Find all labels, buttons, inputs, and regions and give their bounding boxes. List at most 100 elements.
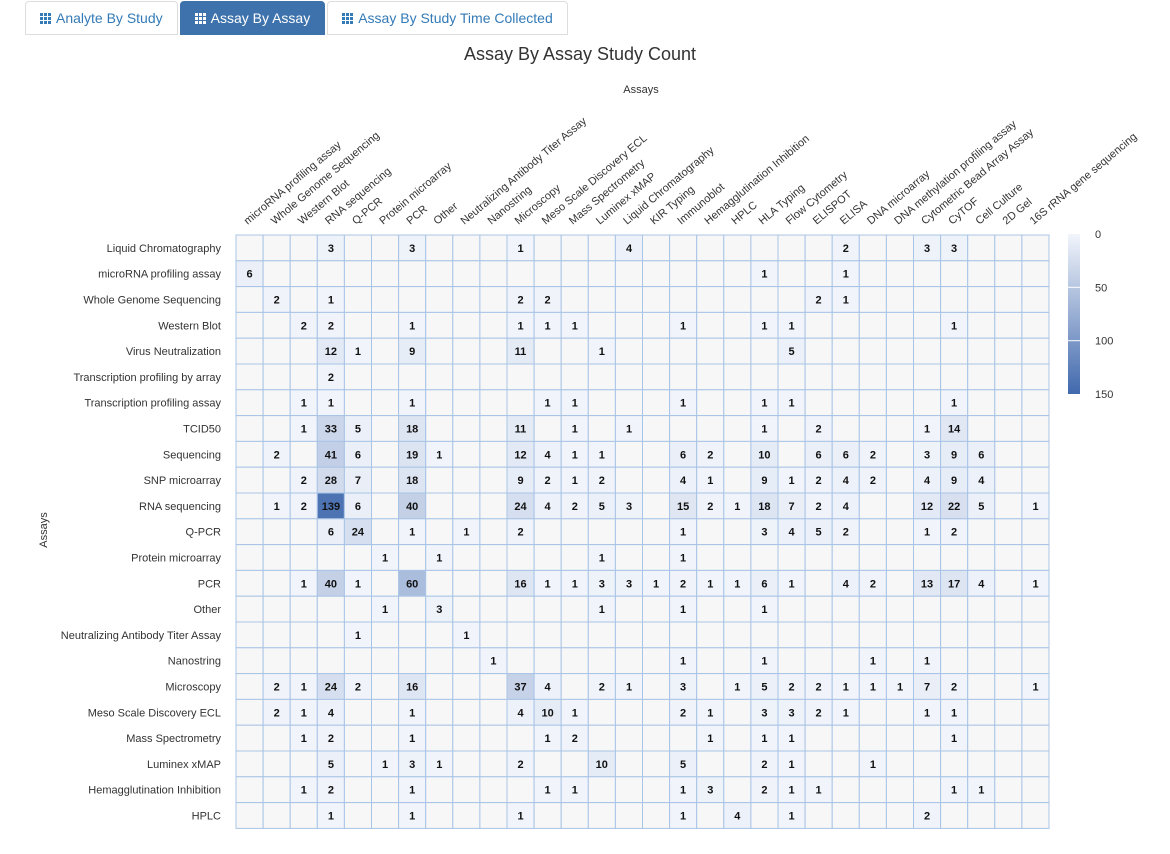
heatmap-cell[interactable] bbox=[696, 518, 725, 546]
heatmap-cell[interactable] bbox=[479, 389, 508, 417]
heatmap-cell[interactable] bbox=[425, 311, 454, 339]
heatmap-cell[interactable] bbox=[696, 673, 725, 700]
heatmap-cell[interactable] bbox=[967, 337, 996, 365]
heatmap-cell[interactable] bbox=[316, 544, 345, 571]
heatmap-cell[interactable] bbox=[750, 363, 779, 391]
heatmap-cell[interactable] bbox=[289, 776, 318, 804]
heatmap-cell[interactable] bbox=[560, 311, 589, 339]
heatmap-cell[interactable] bbox=[885, 389, 915, 417]
heatmap-cell[interactable] bbox=[885, 518, 915, 546]
heatmap-cell[interactable] bbox=[587, 698, 616, 726]
heatmap-cell[interactable] bbox=[967, 802, 996, 829]
heatmap-cell[interactable] bbox=[858, 544, 887, 571]
heatmap-cell[interactable] bbox=[614, 544, 644, 571]
heatmap-cell[interactable] bbox=[452, 569, 481, 597]
heatmap-cell[interactable] bbox=[858, 647, 887, 675]
heatmap-cell[interactable] bbox=[858, 776, 887, 804]
heatmap-cell[interactable] bbox=[696, 311, 725, 339]
heatmap-cell[interactable] bbox=[696, 286, 725, 313]
heatmap-cell[interactable] bbox=[452, 415, 481, 442]
heatmap-cell[interactable] bbox=[831, 337, 860, 365]
heatmap-cell[interactable] bbox=[262, 234, 291, 262]
heatmap-cell[interactable] bbox=[452, 724, 481, 752]
heatmap-cell[interactable] bbox=[506, 311, 535, 339]
heatmap-cell[interactable] bbox=[994, 750, 1023, 778]
heatmap-cell[interactable] bbox=[777, 518, 806, 546]
heatmap-cell[interactable] bbox=[587, 569, 616, 597]
heatmap-cell[interactable] bbox=[452, 492, 481, 520]
heatmap-cell[interactable] bbox=[723, 621, 752, 649]
heatmap-cell[interactable] bbox=[804, 363, 833, 391]
heatmap-cell[interactable] bbox=[371, 647, 400, 675]
heatmap-cell[interactable] bbox=[289, 802, 318, 829]
heatmap-cell[interactable] bbox=[479, 698, 508, 726]
heatmap-cell[interactable] bbox=[343, 595, 372, 623]
heatmap-cell[interactable] bbox=[696, 337, 725, 365]
heatmap-cell[interactable] bbox=[940, 311, 969, 339]
heatmap-cell[interactable] bbox=[831, 802, 860, 829]
heatmap-cell[interactable] bbox=[452, 544, 481, 571]
heatmap-cell[interactable] bbox=[777, 569, 806, 597]
heatmap-cell[interactable] bbox=[1021, 776, 1050, 804]
heatmap-cell[interactable] bbox=[533, 440, 562, 468]
heatmap-cell[interactable] bbox=[994, 311, 1023, 339]
heatmap-cell[interactable] bbox=[452, 673, 481, 700]
heatmap-cell[interactable] bbox=[371, 389, 400, 417]
heatmap-cell[interactable] bbox=[289, 621, 318, 649]
heatmap-cell[interactable] bbox=[885, 311, 915, 339]
heatmap-cell[interactable] bbox=[777, 647, 806, 675]
heatmap-cell[interactable] bbox=[425, 647, 454, 675]
heatmap-cell[interactable] bbox=[696, 621, 725, 649]
heatmap-cell[interactable] bbox=[560, 802, 589, 829]
heatmap-cell[interactable] bbox=[750, 311, 779, 339]
heatmap-cell[interactable] bbox=[642, 286, 671, 313]
heatmap-cell[interactable] bbox=[696, 234, 725, 262]
heatmap-cell[interactable] bbox=[479, 569, 508, 597]
heatmap-cell[interactable] bbox=[967, 363, 996, 391]
heatmap-cell[interactable] bbox=[425, 776, 454, 804]
heatmap-cell[interactable] bbox=[696, 415, 725, 442]
heatmap-cell[interactable] bbox=[940, 647, 969, 675]
heatmap-cell[interactable] bbox=[831, 724, 860, 752]
heatmap-cell[interactable] bbox=[560, 621, 589, 649]
heatmap-cell[interactable] bbox=[343, 750, 372, 778]
heatmap-cell[interactable] bbox=[479, 724, 508, 752]
heatmap-cell[interactable] bbox=[479, 234, 508, 262]
heatmap-cell[interactable] bbox=[506, 518, 535, 546]
heatmap-cell[interactable] bbox=[343, 698, 372, 726]
heatmap-cell[interactable] bbox=[1021, 569, 1050, 597]
heatmap-cell[interactable] bbox=[398, 724, 427, 752]
heatmap-cell[interactable] bbox=[587, 724, 616, 752]
heatmap-cell[interactable] bbox=[994, 569, 1023, 597]
heatmap-cell[interactable] bbox=[940, 389, 969, 417]
heatmap-cell[interactable] bbox=[642, 440, 671, 468]
heatmap-cell[interactable] bbox=[777, 440, 806, 468]
heatmap-cell[interactable] bbox=[262, 311, 291, 339]
heatmap-cell[interactable] bbox=[425, 466, 454, 494]
heatmap-cell[interactable] bbox=[831, 621, 860, 649]
heatmap-cell[interactable] bbox=[262, 415, 291, 442]
heatmap-cell[interactable] bbox=[967, 724, 996, 752]
heatmap-cell[interactable] bbox=[262, 518, 291, 546]
heatmap-cell[interactable] bbox=[587, 518, 616, 546]
heatmap-cell[interactable] bbox=[723, 673, 752, 700]
heatmap-cell[interactable] bbox=[262, 260, 291, 288]
heatmap-cell[interactable] bbox=[831, 750, 860, 778]
heatmap-cell[interactable] bbox=[425, 724, 454, 752]
heatmap-cell[interactable] bbox=[398, 363, 427, 391]
heatmap-cell[interactable] bbox=[777, 776, 806, 804]
heatmap-cell[interactable] bbox=[235, 518, 264, 546]
heatmap-cell[interactable] bbox=[560, 492, 589, 520]
heatmap-cell[interactable] bbox=[506, 802, 535, 829]
heatmap-cell[interactable] bbox=[343, 621, 372, 649]
heatmap-cell[interactable] bbox=[398, 802, 427, 829]
heatmap-cell[interactable] bbox=[587, 647, 616, 675]
heatmap-cell[interactable] bbox=[560, 595, 589, 623]
heatmap-cell[interactable] bbox=[614, 415, 644, 442]
heatmap-cell[interactable] bbox=[858, 337, 887, 365]
heatmap-cell[interactable] bbox=[994, 595, 1023, 623]
heatmap-cell[interactable] bbox=[289, 337, 318, 365]
heatmap-cell[interactable] bbox=[642, 389, 671, 417]
heatmap-cell[interactable] bbox=[614, 595, 644, 623]
heatmap-cell[interactable] bbox=[614, 802, 644, 829]
